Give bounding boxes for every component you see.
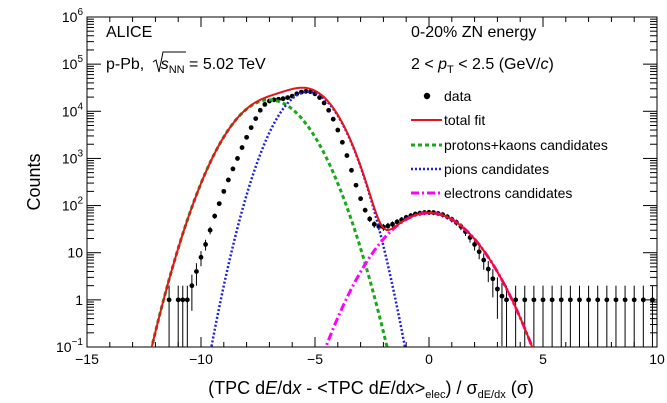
y-tick-label: 1 [75,292,83,308]
plot-frame [86,16,658,348]
system-label: p-Pb, sNN = 5.02 TeV [106,56,266,76]
data-point [472,242,477,247]
data-point [244,134,250,140]
pions-curve [210,90,407,347]
legend-label-pions: pions candidates [444,161,549,177]
data-point [558,297,564,303]
data-point [513,297,519,303]
axis-ticks [86,16,658,348]
y-tick-label: 106 [62,7,84,25]
y-tick-label: 10 [67,245,83,261]
legend-label-total-fit: total fit [444,112,485,128]
legend-label-electrons: electrons candidates [444,185,572,201]
data-point [522,297,528,303]
data-point [257,107,263,113]
data-point [349,167,354,173]
data-point [235,156,240,161]
data-point [212,213,218,219]
data-point [362,207,368,213]
x-tick-label: −5 [307,351,323,367]
data-point [335,127,341,133]
data-point [225,177,231,183]
data-point [285,95,291,101]
y-tick-label: 103 [62,148,84,166]
data-point [549,297,555,303]
data-point [353,182,359,188]
sqrt-symbol [152,51,186,73]
y-tick-label: 10−1 [56,337,83,355]
data-point [184,297,190,303]
data-point [194,269,199,274]
data-point [280,96,286,102]
pt-range-label: 2 < pT < 2.5 (GeV/c) [411,56,554,76]
data-point [631,297,637,303]
x-axis-title: (TPC dE/dx - <TPC dE/dx>elec) / σdE/dx (… [208,378,534,401]
data-point [180,297,186,303]
data-point [485,266,491,272]
x-tick-labels: −15 −10 −5 0 5 10 [75,351,665,367]
data-point [531,297,537,303]
data-point [604,297,610,303]
data-point [540,297,546,303]
data-point [390,221,395,227]
data-point [321,100,327,106]
data-point [248,125,254,131]
legend-marker-data [423,92,431,100]
data-point [216,201,222,207]
legend-label-data: data [444,88,471,104]
data-point [367,216,373,222]
data-point [326,107,332,113]
data-point [481,257,487,263]
data-point [344,153,350,158]
data-point [253,116,259,121]
x-tick-label: −10 [189,351,213,367]
data-point [595,297,601,303]
data-point [385,223,391,229]
data-point [490,276,496,282]
experiment-label: ALICE [106,24,152,41]
centrality-label: 0-20% ZN energy [411,24,536,41]
x-tick-label: 5 [539,351,547,367]
data-point [166,297,172,303]
total-fit-curve [150,86,534,347]
data-point [221,188,227,194]
data-point [650,297,655,303]
y-tick-labels: 10−1 1 10 102 103 104 105 106 [56,7,83,355]
data-point [317,95,322,101]
data-point [230,166,236,172]
data-point [358,196,363,202]
data-point [613,297,619,303]
y-axis-title: Counts [24,153,44,210]
x-tick-label: 10 [649,351,665,367]
legend-label-protons-kaons: protons+kaons candidates [444,137,608,153]
data-point [239,145,245,150]
data-point [262,101,268,107]
data-point [330,116,336,122]
data-point [175,297,181,303]
data-point [198,254,204,260]
data-point [189,283,195,289]
data-point [567,297,573,303]
x-tick-label: 0 [425,351,433,367]
data-point [640,297,646,303]
data-point [394,219,400,225]
data-point [577,297,582,303]
data-point [495,286,500,292]
data-point [622,297,628,303]
x-tick-label: −15 [75,351,99,367]
data-point [339,139,345,145]
data-point [504,297,509,303]
data-point [203,242,208,247]
legend: data total fit protons+kaons candidates … [411,88,608,201]
y-tick-label: 102 [62,196,84,214]
y-tick-label: 105 [62,54,84,72]
data-point [476,249,482,255]
data-point [586,297,591,303]
data-point [371,221,377,227]
y-tick-label: 104 [62,101,84,119]
data-point [499,293,505,299]
data-point [207,227,213,233]
